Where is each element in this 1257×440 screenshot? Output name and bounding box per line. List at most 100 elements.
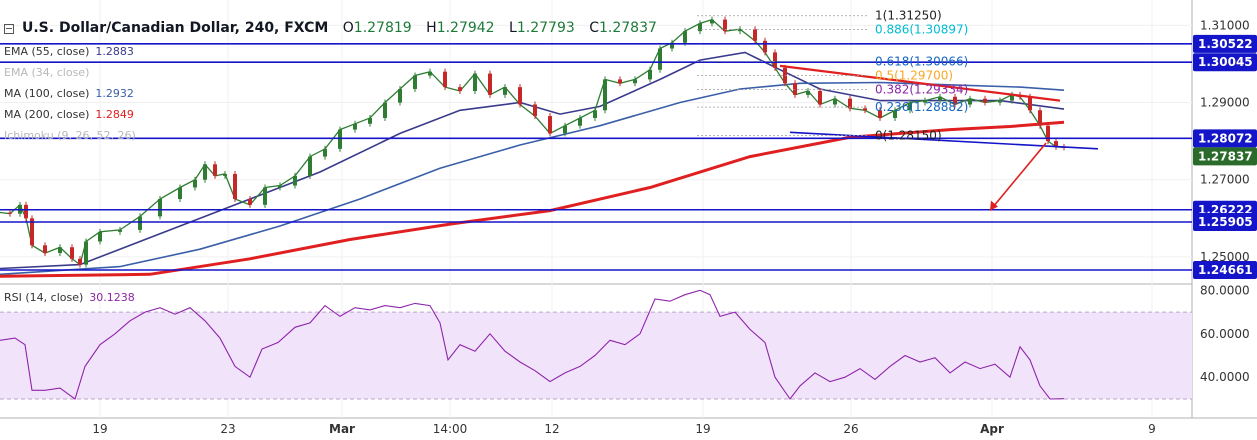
- indicator-rsi[interactable]: RSI (14, close) 30.1238: [4, 291, 135, 304]
- axes: 1.31000 1.29000 1.27000 1.25000 80.0000 60.00…: [92, 18, 1249, 436]
- rsi-line: [0, 289, 1065, 400]
- price-tag-label: 1.28072: [1198, 131, 1253, 145]
- time-tick-label: Apr: [980, 422, 1004, 436]
- price-candle: [648, 69, 652, 80]
- time-tick-label: 19: [695, 422, 710, 436]
- price-tag-label: 1.24661: [1198, 263, 1253, 277]
- ohlc-high: H1.27942: [426, 20, 495, 36]
- price-candle: [323, 148, 327, 157]
- fib-level-label: 0.886(1.30897): [875, 22, 968, 36]
- horizontal-levels: [0, 43, 1192, 271]
- price-candle: [413, 75, 417, 90]
- price-candle: [710, 19, 714, 24]
- fib-level-label: 0(1.28150): [875, 128, 942, 142]
- chart-header: U.S. Dollar/Canadian Dollar, 240, FXCM O…: [4, 20, 657, 36]
- price-candle: [723, 19, 727, 32]
- ma-line-2: [0, 120, 1065, 278]
- rsi-tick-label: 60.0000: [1200, 327, 1250, 341]
- price-tag-label: 1.30522: [1198, 37, 1253, 51]
- price-candle: [398, 89, 402, 103]
- price-tags: 1.305221.300451.280721.278371.262221.259…: [1193, 34, 1257, 279]
- ohlc-open: O1.27819: [342, 20, 412, 36]
- price-candle: [473, 73, 477, 91]
- price-candle: [24, 204, 28, 219]
- price-candle: [593, 110, 597, 118]
- rsi-series: [0, 289, 1065, 400]
- price-candle: [1046, 125, 1050, 142]
- price-candle: [30, 218, 34, 246]
- price-candle: [98, 231, 102, 242]
- price-candle: [658, 48, 662, 70]
- price-candle: [193, 179, 197, 188]
- price-candle: [793, 83, 797, 95]
- ohlc-low: L1.27793: [509, 20, 575, 36]
- price-candle: [968, 98, 972, 105]
- price-candle: [158, 199, 162, 217]
- price-candle: [70, 247, 74, 259]
- rsi-tick-label: 80.0000: [1200, 283, 1250, 297]
- price-candle: [953, 96, 957, 105]
- price-candle: [233, 173, 237, 200]
- price-tag-box: [1193, 212, 1257, 231]
- indicator-ma200[interactable]: MA (200, close) 1.2849: [4, 108, 134, 121]
- price-candle: [618, 79, 622, 84]
- price-candle: [908, 102, 912, 111]
- price-candle: [753, 29, 757, 41]
- price-candle: [923, 100, 927, 103]
- rsi-tick-label: 40.0000: [1200, 370, 1250, 384]
- price-candle: [603, 79, 607, 111]
- fib-level-label: 1(1.31250): [875, 9, 942, 23]
- price-candle: [368, 117, 372, 124]
- fib-level-label: 0.5(1.29700): [875, 69, 953, 83]
- time-tick-label: 19: [92, 422, 107, 436]
- price-candle: [178, 187, 182, 200]
- price-candle: [338, 129, 342, 149]
- price-candle: [563, 125, 567, 134]
- price-candle: [488, 73, 492, 95]
- price-candle: [8, 212, 12, 214]
- price-candle: [84, 241, 88, 265]
- price-candle: [203, 164, 207, 180]
- price-candle: [548, 116, 552, 134]
- indicator-ichimoku[interactable]: Ichimoku (9, 26, 52, 26): [4, 129, 136, 142]
- price-candle: [458, 87, 462, 91]
- price-tag-box: [1193, 147, 1257, 166]
- indicator-ma100[interactable]: MA (100, close) 1.2932: [4, 87, 134, 100]
- price-candle: [383, 102, 387, 118]
- price-candle: [223, 173, 227, 176]
- price-tag-label: 1.25905: [1198, 215, 1253, 229]
- price-candle: [533, 104, 537, 117]
- price-candle: [833, 98, 837, 105]
- price-tick-label: 1.31000: [1200, 18, 1250, 32]
- grid: [0, 0, 1257, 419]
- collapse-icon[interactable]: [4, 24, 14, 34]
- price-candle: [118, 229, 122, 232]
- price-tag-box: [1193, 34, 1257, 53]
- price-candle: [848, 98, 852, 109]
- price-tag-label: 1.30045: [1198, 55, 1253, 69]
- price-candle: [293, 175, 297, 186]
- price-candle: [138, 216, 142, 230]
- price-candle: [818, 90, 822, 105]
- ohlc-close: C1.27837: [589, 20, 657, 36]
- time-tick-label: 12: [544, 422, 559, 436]
- time-tick-label: 23: [220, 422, 235, 436]
- price-candle: [428, 71, 432, 76]
- time-tick-label: 14:00: [433, 422, 468, 436]
- fib-level-label: 0.236(1.28882): [875, 100, 968, 114]
- price-candle: [248, 199, 252, 205]
- indicator-ema34[interactable]: EMA (34, close): [4, 66, 90, 79]
- price-candle: [78, 258, 82, 265]
- price-candle: [578, 117, 582, 126]
- price-tag-box: [1193, 53, 1257, 72]
- indicator-ema55[interactable]: EMA (55, close) 1.2883: [4, 45, 134, 58]
- price-candle: [983, 98, 987, 103]
- price-candle: [893, 110, 897, 118]
- price-tick-label: 1.29000: [1200, 96, 1250, 110]
- price-candle: [773, 52, 777, 68]
- price-candle: [698, 23, 702, 32]
- time-tick-label: 9: [1148, 422, 1156, 436]
- price-tag-box: [1193, 129, 1257, 148]
